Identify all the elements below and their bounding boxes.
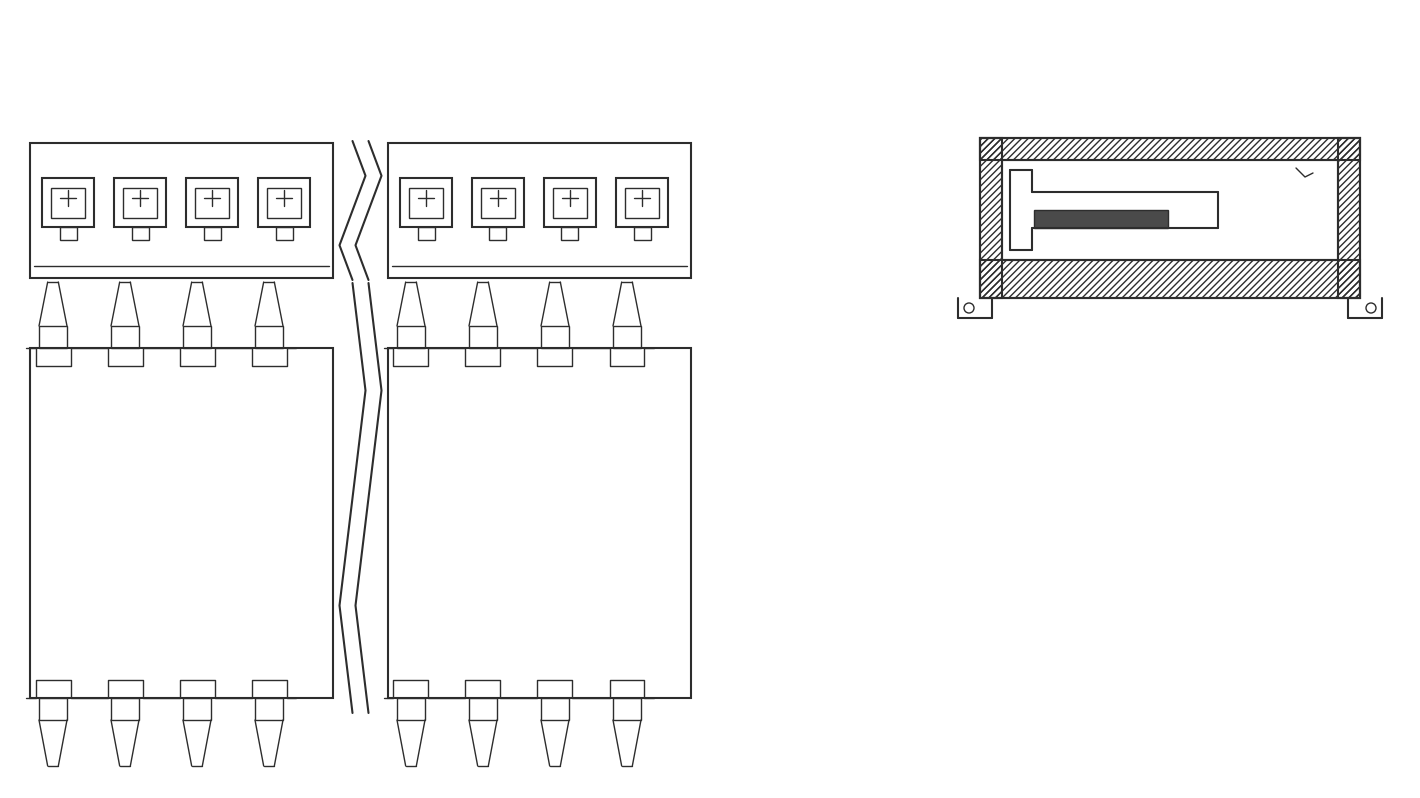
Bar [132,227,149,239]
Bar [1003,160,1338,260]
Bar [43,179,94,227]
Bar [469,698,497,720]
Bar [541,698,569,720]
Bar [38,698,67,720]
Bar [398,326,425,348]
Bar [388,143,692,278]
Bar [417,227,435,239]
Bar [183,326,212,348]
Bar [114,179,166,227]
Bar [613,326,640,348]
Bar [469,326,497,348]
Bar [256,326,283,348]
Bar [980,138,1360,160]
Bar [183,698,212,720]
Bar [195,188,229,218]
Bar [471,179,524,227]
Bar [38,326,67,348]
Bar [60,227,77,239]
Bar [256,698,283,720]
Bar [481,188,515,218]
Bar [544,179,596,227]
Bar [980,260,1360,298]
Bar [398,698,425,720]
Bar [613,698,640,720]
Bar [111,326,139,348]
Bar [1034,210,1169,228]
Bar [51,188,85,218]
Bar [409,188,443,218]
Bar [561,227,578,239]
Bar [275,227,293,239]
Bar [400,179,452,227]
Bar [388,348,692,698]
Bar [633,227,650,239]
Bar [625,188,659,218]
Bar [980,138,1003,298]
Bar [30,143,334,278]
Bar [541,326,569,348]
Bar [616,179,667,227]
Bar [30,348,334,698]
Bar [980,138,1360,298]
Bar [552,188,586,218]
Bar [490,227,507,239]
Bar [111,698,139,720]
Bar [186,179,239,227]
Bar [267,188,301,218]
Bar [258,179,310,227]
Bar [203,227,220,239]
Bar [124,188,158,218]
Bar [1338,138,1360,298]
